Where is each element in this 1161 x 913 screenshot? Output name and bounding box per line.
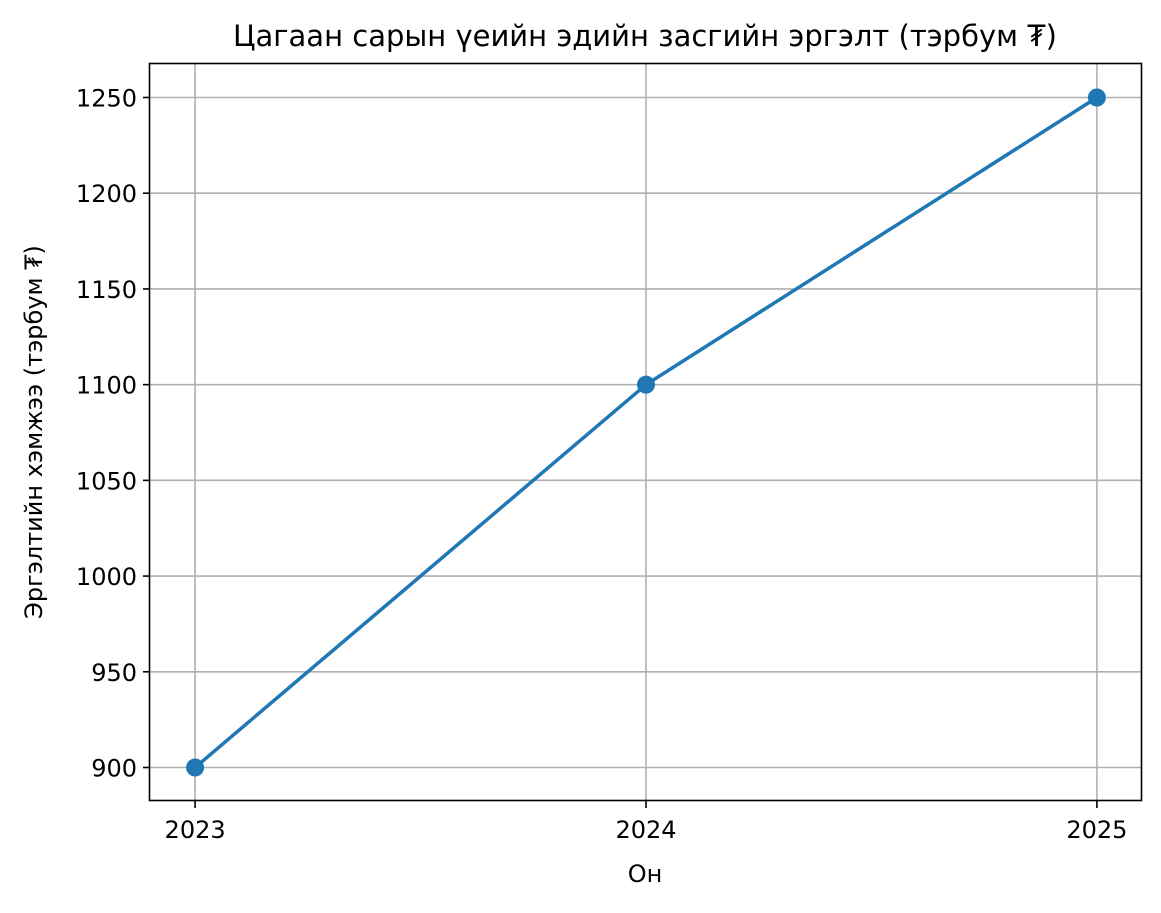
data-point <box>637 375 655 394</box>
y-tick-label: 1100 <box>76 372 137 400</box>
series <box>186 88 1106 777</box>
x-ticks: 2023 2024 2025 <box>165 801 1127 844</box>
y-tick-label: 1150 <box>76 276 137 304</box>
y-tick-label: 900 <box>91 755 137 783</box>
grid <box>150 64 1142 801</box>
x-tick-label: 2023 <box>165 816 226 844</box>
y-tick-label: 1000 <box>76 563 137 591</box>
y-tick-label: 1250 <box>76 85 137 113</box>
x-tick-label: 2025 <box>1066 816 1127 844</box>
chart-title: Цагаан сарын үеийн эдийн засгийн эргэлт … <box>233 19 1057 53</box>
y-tick-label: 1200 <box>76 180 137 208</box>
y-tick-label: 950 <box>91 659 137 687</box>
data-point <box>1087 88 1106 107</box>
x-axis-label: Он <box>628 860 663 888</box>
y-tick-label: 1050 <box>76 467 137 495</box>
data-point <box>186 758 205 777</box>
y-ticks: 900 950 1000 1050 1100 1150 1200 1250 <box>76 85 150 783</box>
y-axis-label: Эргэлтийн хэмжээ (тэрбум ₮) <box>20 245 48 619</box>
x-tick-label: 2024 <box>615 816 676 844</box>
axes-frame <box>148 62 1143 802</box>
